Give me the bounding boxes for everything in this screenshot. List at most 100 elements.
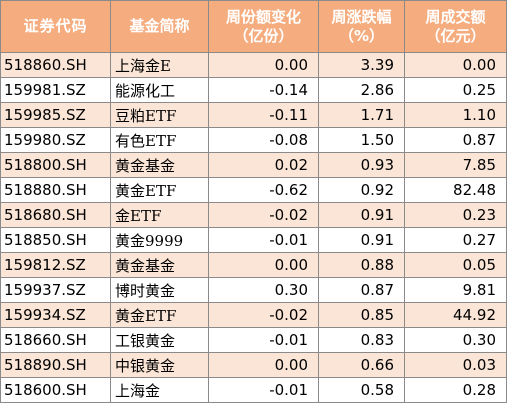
cell-fund-name: 黄金9999 <box>110 227 209 253</box>
header-code: 证券代码 <box>0 0 111 53</box>
table-row: 518880.SH 黄金ETF -0.62 0.92 82.48 <box>0 177 507 203</box>
cell-code: 159937.SZ <box>0 277 111 303</box>
cell-fund-name: 豆粕ETF <box>110 102 209 128</box>
table-row: 518850.SH 黄金9999 -0.01 0.91 0.27 <box>0 227 507 253</box>
table-row: 159980.SZ 有色ETF -0.08 1.50 0.87 <box>0 127 507 153</box>
header-share-change-label: 周份额变化 <box>225 7 301 26</box>
header-name-label: 基金简称 <box>129 17 190 35</box>
cell-share-change: -0.62 <box>208 177 319 203</box>
cell-pct-change: 0.92 <box>318 177 405 203</box>
cell-turnover: 0.25 <box>404 77 507 103</box>
header-turnover-label: 周成交额 <box>425 7 486 26</box>
table-row: 518860.SH 上海金E 0.00 3.39 0.00 <box>0 52 507 78</box>
cell-code: 518890.SH <box>0 352 111 378</box>
cell-code: 159981.SZ <box>0 77 111 103</box>
cell-code: 518660.SH <box>0 327 111 353</box>
cell-fund-name: 黄金基金 <box>110 152 209 178</box>
cell-share-change: 0.00 <box>208 52 319 78</box>
cell-fund-name: 黄金ETF <box>110 302 209 328</box>
table-row: 518600.SH 上海金 -0.01 0.58 0.28 <box>0 377 507 403</box>
cell-fund-name: 中银黄金 <box>110 352 209 378</box>
cell-code: 518860.SH <box>0 52 111 78</box>
cell-share-change: -0.02 <box>208 302 319 328</box>
cell-share-change: -0.01 <box>208 327 319 353</box>
cell-turnover: 44.92 <box>404 302 507 328</box>
cell-share-change: -0.01 <box>208 227 319 253</box>
table-row: 159981.SZ 能源化工 -0.14 2.86 0.25 <box>0 77 507 103</box>
cell-share-change: 0.30 <box>208 277 319 303</box>
header-row: 证券代码 基金简称 周份额变化 （亿份） 周涨跌幅 （%） 周成交额 （亿元） <box>0 0 507 53</box>
cell-fund-name: 金ETF <box>110 202 209 228</box>
cell-code: 159980.SZ <box>0 127 111 153</box>
cell-fund-name: 博时黄金 <box>110 277 209 303</box>
cell-turnover: 7.85 <box>404 152 507 178</box>
header-pct-change-unit: （%） <box>338 26 385 45</box>
cell-pct-change: 0.93 <box>318 152 405 178</box>
header-share-change-unit: （亿份） <box>233 26 294 45</box>
cell-code: 518800.SH <box>0 152 111 178</box>
cell-share-change: 0.00 <box>208 252 319 278</box>
cell-code: 159934.SZ <box>0 302 111 328</box>
cell-turnover: 0.03 <box>404 352 507 378</box>
cell-turnover: 0.87 <box>404 127 507 153</box>
cell-turnover: 0.28 <box>404 377 507 403</box>
cell-pct-change: 3.39 <box>318 52 405 78</box>
cell-turnover: 82.48 <box>404 177 507 203</box>
cell-fund-name: 上海金 <box>110 377 209 403</box>
cell-pct-change: 0.83 <box>318 327 405 353</box>
header-code-label: 证券代码 <box>23 17 88 35</box>
cell-share-change: -0.11 <box>208 102 319 128</box>
cell-share-change: 0.02 <box>208 152 319 178</box>
cell-fund-name: 上海金E <box>110 52 209 78</box>
table-row: 518890.SH 中银黄金 0.00 0.66 0.03 <box>0 352 507 378</box>
cell-share-change: -0.08 <box>208 127 319 153</box>
cell-share-change: -0.02 <box>208 202 319 228</box>
cell-pct-change: 0.88 <box>318 252 405 278</box>
cell-fund-name: 有色ETF <box>110 127 209 153</box>
table-row: 159985.SZ 豆粕ETF -0.11 1.71 1.10 <box>0 102 507 128</box>
cell-code: 159812.SZ <box>0 252 111 278</box>
table-row: 159812.SZ 黄金基金 0.00 0.88 0.05 <box>0 252 507 278</box>
cell-pct-change: 0.91 <box>318 227 405 253</box>
header-pct-change-label: 周涨跌幅 <box>331 7 392 26</box>
cell-pct-change: 0.91 <box>318 202 405 228</box>
cell-pct-change: 2.86 <box>318 77 405 103</box>
cell-turnover: 0.00 <box>404 52 507 78</box>
cell-pct-change: 0.85 <box>318 302 405 328</box>
cell-turnover: 0.30 <box>404 327 507 353</box>
header-name: 基金简称 <box>110 0 209 53</box>
cell-turnover: 0.05 <box>404 252 507 278</box>
cell-fund-name: 能源化工 <box>110 77 209 103</box>
cell-code: 518850.SH <box>0 227 111 253</box>
cell-turnover: 0.27 <box>404 227 507 253</box>
cell-pct-change: 1.71 <box>318 102 405 128</box>
table-body: 518860.SH 上海金E 0.00 3.39 0.00 159981.SZ 能源化工 -0… <box>0 52 507 403</box>
cell-fund-name: 黄金基金 <box>110 252 209 278</box>
cell-fund-name: 工银黄金 <box>110 327 209 353</box>
table-row: 518680.SH 金ETF -0.02 0.91 0.23 <box>0 202 507 228</box>
header-turnover: 周成交额 （亿元） <box>404 0 507 53</box>
cell-fund-name: 黄金ETF <box>110 177 209 203</box>
cell-code: 518600.SH <box>0 377 111 403</box>
cell-pct-change: 0.58 <box>318 377 405 403</box>
cell-share-change: 0.00 <box>208 352 319 378</box>
cell-pct-change: 0.66 <box>318 352 405 378</box>
cell-turnover: 0.23 <box>404 202 507 228</box>
cell-share-change: -0.14 <box>208 77 319 103</box>
cell-pct-change: 0.87 <box>318 277 405 303</box>
header-pct-change: 周涨跌幅 （%） <box>318 0 405 53</box>
table-row: 518800.SH 黄金基金 0.02 0.93 7.85 <box>0 152 507 178</box>
header-turnover-unit: （亿元） <box>425 26 486 45</box>
table-row: 159937.SZ 博时黄金 0.30 0.87 9.81 <box>0 277 507 303</box>
cell-turnover: 1.10 <box>404 102 507 128</box>
cell-turnover: 9.81 <box>404 277 507 303</box>
cell-code: 518880.SH <box>0 177 111 203</box>
cell-share-change: -0.01 <box>208 377 319 403</box>
table-row: 159934.SZ 黄金ETF -0.02 0.85 44.92 <box>0 302 507 328</box>
cell-code: 518680.SH <box>0 202 111 228</box>
header-share-change: 周份额变化 （亿份） <box>208 0 319 53</box>
table-row: 518660.SH 工银黄金 -0.01 0.83 0.30 <box>0 327 507 353</box>
cell-pct-change: 1.50 <box>318 127 405 153</box>
cell-code: 159985.SZ <box>0 102 111 128</box>
